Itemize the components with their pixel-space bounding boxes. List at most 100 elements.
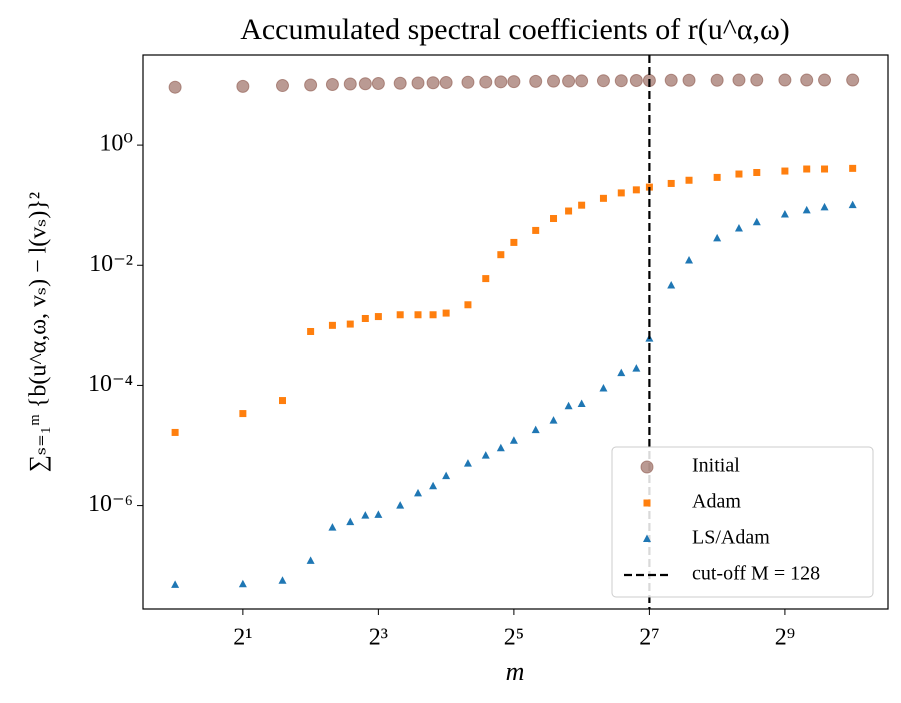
x-tick-label: 2⁷: [639, 625, 659, 651]
point: [629, 73, 643, 87]
point: [509, 436, 518, 444]
point: [238, 579, 247, 588]
series: [171, 164, 857, 436]
chart-title: Accumulated spectral coefficients of r(u…: [240, 13, 790, 46]
point: [236, 79, 250, 93]
point: [374, 510, 383, 518]
point: [778, 73, 792, 87]
point: [800, 73, 814, 87]
point: [411, 76, 425, 90]
point: [667, 179, 675, 187]
point: [510, 238, 518, 246]
point: [497, 251, 505, 259]
x-tick-label: 2⁹: [775, 625, 795, 651]
legend-marker: [640, 460, 654, 474]
point: [617, 189, 625, 197]
point: [429, 311, 437, 319]
point: [713, 233, 722, 242]
point: [578, 201, 586, 209]
point: [343, 77, 357, 91]
point: [596, 74, 610, 88]
x-axis-label: m: [506, 657, 525, 686]
legend-label: cut-off M = 128: [692, 563, 820, 585]
point: [565, 207, 573, 215]
point: [781, 167, 789, 175]
point: [393, 76, 407, 90]
point: [664, 73, 678, 87]
point: [494, 75, 508, 89]
legend-box: [611, 446, 874, 598]
point: [753, 168, 761, 176]
point: [780, 209, 789, 218]
point: [463, 459, 472, 467]
point: [442, 309, 450, 317]
point: [564, 401, 573, 410]
legend-label: Initial: [692, 455, 740, 477]
point: [307, 327, 315, 335]
point: [614, 74, 628, 88]
point: [713, 173, 721, 181]
point: [848, 200, 857, 209]
point: [278, 397, 286, 405]
point: [325, 78, 339, 92]
point: [752, 217, 761, 226]
point: [168, 80, 182, 94]
point: [439, 76, 453, 90]
point: [632, 186, 640, 194]
point: [529, 74, 543, 88]
point: [750, 73, 764, 87]
y-tick-label: 10⁻²: [89, 251, 133, 277]
point: [304, 78, 318, 92]
point: [820, 202, 829, 211]
y-tick-label: 10⁰: [99, 131, 133, 157]
point: [617, 368, 626, 377]
point: [171, 580, 180, 588]
point: [482, 275, 490, 283]
point: [550, 215, 558, 223]
point: [632, 364, 641, 372]
legend-marker: [643, 499, 651, 507]
point: [481, 451, 490, 459]
point: [599, 194, 607, 202]
point: [599, 383, 608, 392]
point: [682, 73, 696, 87]
point: [734, 223, 743, 232]
point: [461, 75, 475, 89]
point: [278, 576, 287, 584]
x-tick-label: 2⁵: [504, 625, 524, 651]
legend-label: Adam: [692, 491, 741, 513]
point: [575, 74, 589, 88]
point: [532, 226, 540, 234]
point: [328, 523, 337, 531]
plot-frame: [142, 54, 889, 610]
point: [239, 410, 247, 418]
y-axis-label: ∑ₛ₌₁ᵐ {b(u^α,ω, vₛ) − l(vₛ)}²: [26, 192, 52, 472]
point: [732, 73, 746, 87]
point: [171, 428, 179, 436]
point: [685, 256, 694, 264]
point: [849, 164, 857, 172]
point: [531, 425, 540, 434]
point: [275, 79, 289, 93]
legend-marker: [643, 534, 651, 542]
y-tick-label: 10⁻⁶: [88, 491, 133, 517]
point: [361, 314, 369, 322]
point: [346, 320, 354, 328]
series: [171, 200, 857, 588]
point: [414, 311, 422, 319]
point: [802, 205, 811, 214]
point: [306, 556, 315, 564]
point: [396, 311, 404, 319]
point: [818, 73, 832, 87]
point: [821, 165, 829, 173]
point: [735, 170, 743, 178]
point: [464, 301, 472, 309]
legend-label: LS/Adam: [692, 527, 770, 549]
point: [479, 75, 493, 89]
point: [328, 321, 336, 329]
point: [346, 517, 355, 526]
point: [507, 75, 521, 89]
series: [168, 73, 860, 94]
point: [685, 176, 693, 184]
point: [396, 501, 405, 509]
